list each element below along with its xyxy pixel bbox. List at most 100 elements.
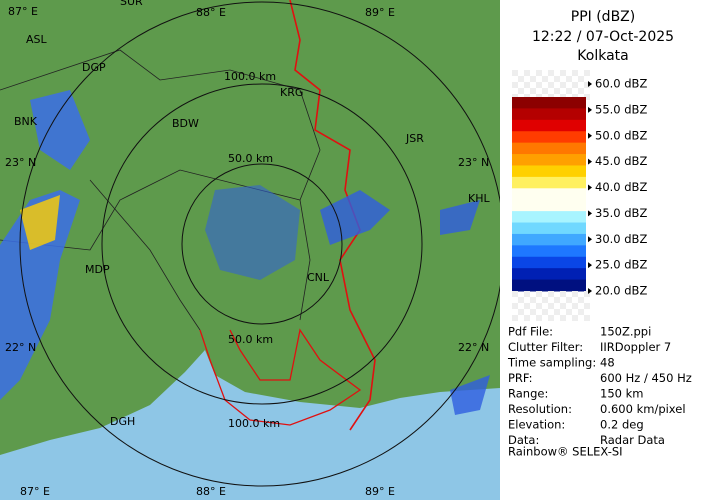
legend-band xyxy=(512,154,586,166)
sea xyxy=(0,350,500,500)
district-border xyxy=(89,179,311,331)
info-key: Time sampling: xyxy=(507,356,596,370)
legend-arrow xyxy=(588,288,592,294)
legend-pattern xyxy=(548,82,554,88)
info-value: Radar Data xyxy=(600,433,665,447)
legend-pattern xyxy=(524,303,530,309)
range-label: 50.0 km xyxy=(228,152,273,165)
legend-pattern xyxy=(518,76,524,82)
grid-label: 22° N xyxy=(5,341,36,354)
legend-arrow xyxy=(588,236,592,243)
legend-pattern xyxy=(566,297,572,303)
range-label: 100.0 km xyxy=(228,417,280,430)
legend-pattern xyxy=(530,76,536,82)
legend-band xyxy=(512,268,586,281)
range-label: 100.0 km xyxy=(224,70,276,83)
grid-label: 23° N xyxy=(458,156,489,169)
info-value: 150Z.ppi xyxy=(600,325,651,339)
legend-label: 35.0 dBZ xyxy=(595,206,647,220)
legend-pattern xyxy=(542,297,548,303)
legend-arrow xyxy=(588,210,592,217)
legend-band xyxy=(512,97,586,109)
legend-label: 40.0 dBZ xyxy=(595,180,647,194)
info-value: 0.600 km/pixel xyxy=(600,402,686,416)
info-key: Clutter Filter: xyxy=(508,340,583,354)
range-ring xyxy=(181,163,343,325)
map: 87° E 88° E 89° E 23° N 23° N 22° N 22° … xyxy=(0,0,505,500)
station: Kolkata xyxy=(577,48,628,64)
legend-label: 20.0 dBZ xyxy=(595,284,647,298)
legend-pattern xyxy=(536,303,542,309)
legend-pattern xyxy=(536,70,542,76)
legend-pattern xyxy=(518,88,524,94)
sidebar: PPI (dBZ) 12:22 / 07-Oct-2025 Kolkata Ra… xyxy=(500,0,706,500)
legend-pattern xyxy=(572,303,578,309)
legend-band xyxy=(512,188,586,201)
range-label: 50.0 km xyxy=(228,333,273,346)
grid-label: 87° E xyxy=(20,485,50,498)
legend-pattern xyxy=(536,82,542,88)
legend-pattern xyxy=(512,82,518,88)
city-label: DGH xyxy=(110,415,135,428)
legend-band xyxy=(512,245,586,258)
legend-arrow xyxy=(588,81,592,87)
legend-band xyxy=(512,256,586,269)
legend-pattern xyxy=(524,315,530,321)
legend-pattern xyxy=(554,309,560,315)
echo xyxy=(450,375,490,415)
legend-pattern xyxy=(584,291,590,297)
city-label: ASL xyxy=(26,33,48,46)
legend-band xyxy=(512,279,586,292)
legend-band xyxy=(512,233,586,246)
legend-pattern xyxy=(512,70,518,76)
grid-label: 88° E xyxy=(196,485,226,498)
legend-label: 60.0 dBZ xyxy=(595,77,647,91)
legend-pattern xyxy=(548,70,554,76)
city-label: BNK xyxy=(14,115,38,128)
legend-band xyxy=(512,199,586,212)
timestamp: 12:22 / 07-Oct-2025 xyxy=(532,29,674,45)
legend-pattern xyxy=(512,291,518,297)
legend-arrow xyxy=(588,158,592,165)
legend-pattern xyxy=(530,88,536,94)
legend-pattern xyxy=(578,88,584,94)
echo xyxy=(440,200,480,235)
legend-pattern xyxy=(578,76,584,82)
info-key: Range: xyxy=(508,387,548,401)
legend-band xyxy=(512,222,586,235)
legend-arrow xyxy=(588,132,592,139)
legend-pattern xyxy=(524,291,530,297)
legend-band xyxy=(512,119,586,132)
info-key: Data: xyxy=(508,433,539,447)
legend-band xyxy=(512,165,586,178)
info-key: Elevation: xyxy=(508,418,565,432)
legend-pattern xyxy=(578,297,584,303)
legend-pattern xyxy=(560,70,566,76)
grid-label: 89° E xyxy=(365,485,395,498)
legend-band xyxy=(512,131,586,144)
city-label: JSR xyxy=(405,132,424,145)
info-value: 600 Hz / 450 Hz xyxy=(600,371,692,385)
legend-band xyxy=(512,176,586,189)
city-label: BDW xyxy=(172,117,199,130)
echo xyxy=(205,185,300,280)
info-value: IIRDoppler 7 xyxy=(600,340,671,354)
legend-label: 30.0 dBZ xyxy=(595,232,647,246)
legend-band xyxy=(512,142,586,155)
legend-arrow xyxy=(588,184,592,191)
legend-pattern xyxy=(518,309,524,315)
legend-pattern xyxy=(584,70,590,76)
legend-pattern xyxy=(542,76,548,82)
legend-pattern xyxy=(530,309,536,315)
grid-label: 23° N xyxy=(5,156,36,169)
info-value: 150 km xyxy=(600,387,643,401)
legend-pattern xyxy=(518,297,524,303)
info-value: 48 xyxy=(600,356,615,370)
city-label: CNL xyxy=(307,271,330,284)
legend-pattern xyxy=(560,303,566,309)
city-label: MDP xyxy=(85,263,110,276)
info-key: Pdf File: xyxy=(508,325,553,339)
range-ring xyxy=(101,83,423,405)
echo xyxy=(320,190,390,245)
grid-label: 88° E xyxy=(196,6,226,19)
